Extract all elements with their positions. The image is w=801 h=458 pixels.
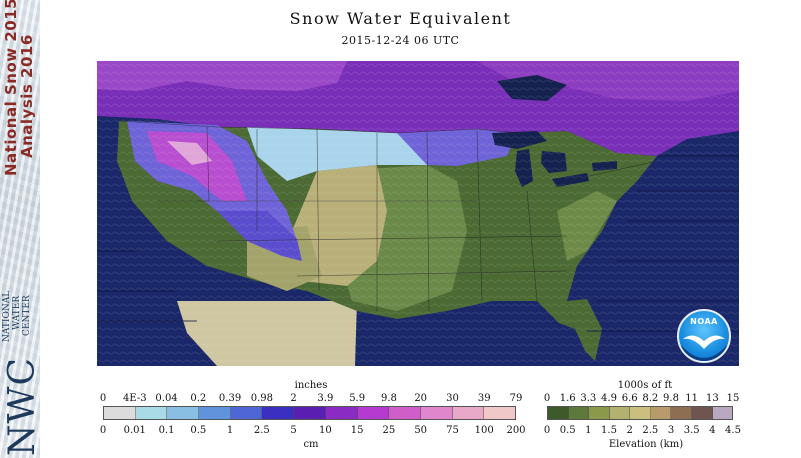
legend-tick-label: 1.6 — [559, 393, 576, 404]
timestamp: 2015-12-24 06 UTC — [341, 34, 460, 47]
legend-tick-label: 15 — [350, 425, 364, 436]
swe-legend-top-unit: inches — [294, 380, 328, 391]
legend-tick-label: 0 — [543, 425, 551, 436]
legend-swatch — [609, 407, 631, 419]
swe-color-bar — [103, 406, 516, 420]
state-borders — [118, 120, 658, 312]
nwc-logo-line3: CENTER — [22, 295, 32, 336]
nwc-logo-line1: NATIONAL — [2, 290, 12, 342]
legend-swatch — [325, 407, 358, 419]
nwc-logo-line2: WATER — [12, 295, 22, 330]
legend-swatch — [568, 407, 590, 419]
legend-tick-label: 0.5 — [559, 425, 576, 436]
legend-tick-label: 8.2 — [642, 393, 659, 404]
legend-swatch — [104, 407, 136, 419]
noaa-logo-text: NOAA — [690, 317, 718, 326]
sidebar-banner: National Snow 2015 Analysis 2016 NWC NAT… — [0, 0, 40, 458]
legend-tick-label: 9.8 — [663, 393, 679, 404]
legend-swatch — [167, 407, 200, 419]
legend-tick-label: 2.5 — [253, 425, 270, 436]
legend-tick-label: 0 — [99, 425, 107, 436]
legend-tick-label: 79 — [509, 393, 523, 404]
legend-tick-label: 1 — [585, 425, 592, 436]
legend-tick-label: 3.9 — [317, 393, 334, 404]
elevation-legend-top-unit: 1000s of ft — [617, 380, 673, 391]
legend-swatch — [262, 407, 295, 419]
legend-swatch — [294, 407, 326, 419]
snow-map[interactable]: NOAA — [97, 61, 739, 366]
elevation-color-bar — [547, 406, 733, 420]
legend-tick-label: 3.5 — [683, 425, 700, 436]
analysis-subtitle: Analysis 2016 — [18, 34, 36, 158]
legend-swatch — [630, 407, 651, 419]
legend-swatch — [484, 407, 515, 419]
legend-tick-label: 13 — [705, 393, 719, 404]
nwc-logo-abbrev: NWC — [2, 356, 40, 456]
legend-tick-label: 20 — [414, 393, 428, 404]
legend-tick-label: 100 — [474, 425, 494, 436]
legend-tick-label: 2 — [290, 393, 297, 404]
legend-tick-label: 30 — [446, 393, 459, 404]
legend-tick-label: 6.6 — [621, 393, 638, 404]
swe-legend-bottom-unit: cm — [303, 439, 319, 450]
legend-tick-label: 50 — [414, 425, 428, 436]
legend-tick-label: 200 — [506, 425, 526, 436]
legend-swatch — [199, 407, 231, 419]
elevation-legend-bottom-unit: Elevation (km) — [608, 439, 684, 450]
legend-tick-label: 3.3 — [580, 393, 597, 404]
legend-swatch — [389, 407, 421, 419]
legend-tick-label: 75 — [446, 425, 459, 436]
legend-swatch — [548, 407, 569, 419]
legend-swatch — [712, 407, 733, 419]
legend-tick-label: 0 — [543, 393, 551, 404]
legend-tick-label: 0.5 — [190, 425, 207, 436]
legend-swatch — [230, 407, 263, 419]
legend-tick-label: 1 — [226, 425, 234, 436]
legend-tick-label: 2 — [626, 425, 633, 436]
legend-tick-label: 0.2 — [190, 393, 207, 404]
legend-swatch — [671, 407, 692, 419]
legend-tick-label: 4E-3 — [122, 393, 147, 404]
legend-tick-label: 0 — [99, 393, 107, 404]
snow-texture — [0, 0, 40, 458]
legend-tick-label: 10 — [319, 425, 332, 436]
legend-tick-label: 0.98 — [250, 393, 273, 404]
legend-tick-label: 1.5 — [601, 425, 617, 436]
legend-tick-label: 25 — [382, 425, 396, 436]
legend-swatch — [135, 407, 168, 419]
legend-tick-label: 5.9 — [349, 393, 366, 404]
legend-tick-label: 9.8 — [380, 393, 397, 404]
legend-tick-label: 39 — [477, 393, 491, 404]
legend-swatch — [650, 407, 672, 419]
map-canvas — [97, 61, 739, 366]
legend-swatch — [420, 407, 453, 419]
legend-swatch — [691, 407, 713, 419]
legend-tick-label: 0.1 — [158, 425, 175, 436]
gull-icon — [681, 335, 727, 361]
legend-tick-label: 0.39 — [218, 393, 242, 404]
legend-tick-label: 4 — [709, 425, 716, 436]
page-title: Snow Water Equivalent — [289, 9, 512, 28]
legend-tick-label: 0.01 — [123, 425, 146, 436]
legend-swatch — [357, 407, 390, 419]
legend-tick-label: 2.5 — [642, 425, 659, 436]
legend-tick-label: 15 — [726, 393, 740, 404]
legend-swatch — [589, 407, 610, 419]
legend-tick-label: 4.9 — [601, 393, 617, 404]
legend-swatch — [452, 407, 485, 419]
legend-tick-label: 11 — [685, 393, 699, 404]
legend-tick-label: 0.04 — [155, 393, 178, 404]
legend-tick-label: 4.5 — [725, 425, 741, 436]
legend-tick-label: 5 — [290, 425, 297, 436]
noaa-logo: NOAA — [677, 309, 731, 363]
legend-tick-label: 3 — [667, 425, 675, 436]
